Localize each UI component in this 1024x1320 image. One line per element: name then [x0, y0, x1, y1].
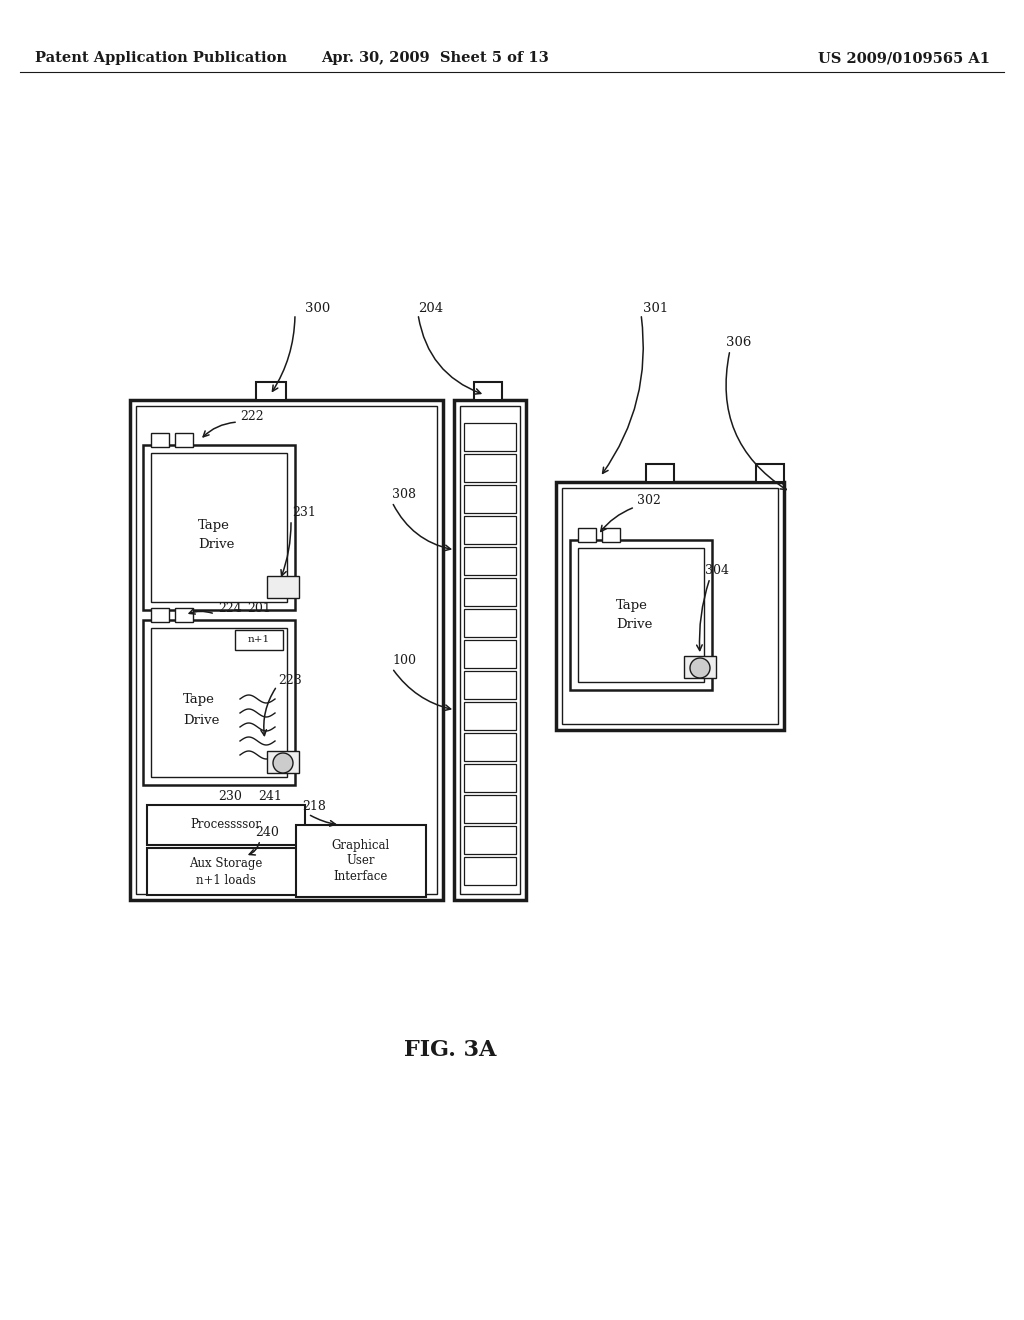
Bar [464, 764, 516, 792]
Text: 100: 100 [392, 653, 416, 667]
Circle shape [273, 752, 293, 774]
Bar [562, 488, 778, 723]
Bar [464, 671, 516, 700]
Bar [464, 795, 516, 822]
Bar [464, 578, 516, 606]
Bar [464, 422, 516, 451]
Bar [267, 751, 299, 774]
Bar [256, 381, 286, 400]
Bar [464, 702, 516, 730]
Text: Aux Storage: Aux Storage [189, 858, 263, 870]
Text: Patent Application Publication: Patent Application Publication [35, 51, 287, 65]
Bar [147, 805, 305, 845]
Text: US 2009/0109565 A1: US 2009/0109565 A1 [818, 51, 990, 65]
Text: 300: 300 [305, 301, 331, 314]
Text: 204: 204 [418, 301, 443, 314]
Text: Drive: Drive [198, 539, 234, 552]
Bar [464, 857, 516, 884]
Text: Tape: Tape [183, 693, 215, 706]
Text: 223: 223 [278, 673, 302, 686]
Bar [684, 656, 716, 678]
Text: 308: 308 [392, 487, 416, 500]
Bar [143, 620, 295, 785]
Bar [151, 433, 169, 447]
Text: 241: 241 [258, 791, 282, 804]
Text: Tape: Tape [198, 519, 229, 532]
Text: Drive: Drive [616, 619, 652, 631]
Bar [143, 445, 295, 610]
Text: Interface: Interface [334, 870, 388, 883]
Text: Graphical: Graphical [332, 838, 390, 851]
Bar [578, 548, 705, 682]
Bar [175, 609, 193, 622]
Text: n+1: n+1 [248, 635, 270, 644]
Text: 301: 301 [643, 301, 669, 314]
Bar [578, 528, 596, 543]
Text: 201: 201 [247, 602, 271, 615]
Bar [454, 400, 526, 900]
Text: 302: 302 [637, 494, 660, 507]
Bar [464, 546, 516, 576]
Bar [175, 433, 193, 447]
Bar [267, 576, 299, 598]
Bar [464, 733, 516, 762]
Bar [147, 847, 305, 895]
Text: 231: 231 [292, 506, 315, 519]
Text: 230: 230 [218, 791, 242, 804]
Text: FIG. 3A: FIG. 3A [403, 1039, 497, 1061]
Bar [570, 540, 712, 690]
Text: Tape: Tape [616, 598, 648, 611]
Bar [474, 381, 502, 400]
Bar [130, 400, 443, 900]
Text: Drive: Drive [183, 714, 219, 726]
Text: 224: 224 [218, 602, 242, 615]
Bar [136, 407, 437, 894]
Circle shape [690, 657, 710, 678]
Text: Apr. 30, 2009  Sheet 5 of 13: Apr. 30, 2009 Sheet 5 of 13 [322, 51, 549, 65]
Bar [464, 516, 516, 544]
Text: 240: 240 [255, 825, 279, 838]
Bar [151, 628, 287, 777]
Text: Processssor: Processssor [190, 818, 261, 832]
Bar [464, 484, 516, 513]
Bar [460, 407, 520, 894]
Text: n+1 loads: n+1 loads [196, 874, 256, 887]
Circle shape [273, 578, 293, 598]
Bar [464, 640, 516, 668]
Bar [756, 465, 784, 482]
Bar [556, 482, 784, 730]
Text: 306: 306 [726, 335, 752, 348]
Bar [464, 609, 516, 638]
Bar [464, 826, 516, 854]
Bar [151, 453, 287, 602]
Text: 218: 218 [302, 800, 326, 813]
Text: User: User [347, 854, 375, 867]
Text: 304: 304 [705, 564, 729, 577]
Bar [296, 825, 426, 898]
Bar [151, 609, 169, 622]
Bar [464, 454, 516, 482]
Text: 222: 222 [240, 409, 263, 422]
Bar [234, 630, 283, 649]
Bar [646, 465, 674, 482]
Bar [602, 528, 620, 543]
